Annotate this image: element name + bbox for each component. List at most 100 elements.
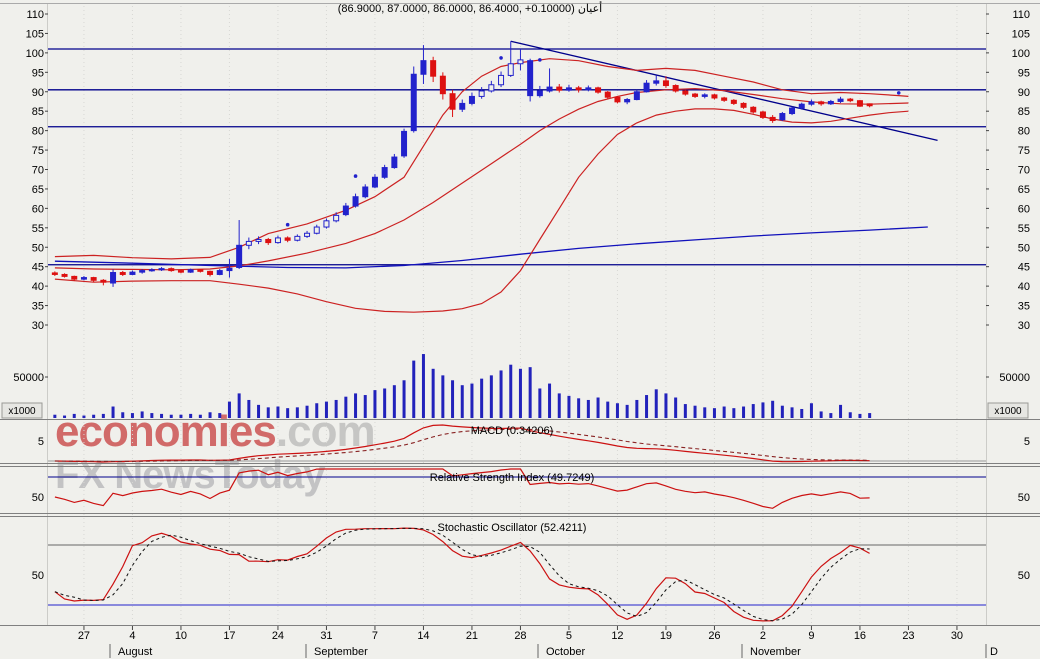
- volume-bar: [373, 390, 377, 418]
- chart-title: (86.9000, 87.0000, 86.0000, 86.4000, +0.…: [337, 3, 603, 15]
- volume-bar: [567, 395, 571, 418]
- volume-bar: [606, 401, 610, 418]
- volume-bar: [63, 415, 67, 418]
- candle-body: [682, 90, 689, 95]
- volume-bar: [654, 389, 658, 418]
- stoch-tick-label: 50: [1018, 570, 1030, 582]
- volume-bar: [412, 360, 416, 418]
- volume-bar: [363, 395, 367, 418]
- vertical-gridlines: [47, 4, 987, 625]
- month-label: November: [750, 646, 801, 658]
- x-tick-label: 9: [808, 630, 814, 642]
- candle-body: [721, 97, 728, 101]
- volume-bar: [421, 354, 425, 418]
- candle-body: [556, 86, 563, 91]
- volume-bar: [480, 378, 484, 418]
- x-tick-label: 27: [78, 630, 90, 642]
- candle-body: [139, 270, 146, 273]
- volume-bar: [538, 388, 542, 418]
- candle-body: [662, 80, 669, 87]
- volume-bar: [557, 393, 561, 418]
- price-tick-label: 90: [32, 87, 44, 99]
- candle-body: [100, 279, 107, 283]
- price-tick-label: 105: [26, 28, 44, 40]
- candle-body: [779, 113, 786, 121]
- band-lower-line: [54, 108, 909, 313]
- price-tick-label: 105: [1012, 28, 1030, 40]
- candle-body: [420, 60, 427, 75]
- volume-bar: [771, 400, 775, 418]
- candle-body: [498, 74, 505, 86]
- volume-bar: [548, 383, 552, 418]
- x-tick-label: 24: [272, 630, 284, 642]
- volume-bar: [121, 412, 125, 418]
- volume-bar: [528, 367, 532, 418]
- volume-unit-box: [987, 402, 1029, 419]
- candle-body: [624, 99, 631, 103]
- candle-body: [517, 59, 524, 65]
- volume-bar: [257, 404, 261, 418]
- price-axis: 110 110 105 105 100 100 95 95 90 90 85 85 80 80 75 75 70…: [1, 9, 1030, 582]
- stoch-tick-label: 50: [32, 570, 44, 582]
- volume-bar: [674, 397, 678, 418]
- x-tick-label: 23: [902, 630, 914, 642]
- volume-bar: [829, 413, 833, 418]
- price-tick-label: 40: [1018, 281, 1030, 293]
- stoch-pane-title: Stochastic Oscillator (52.4211): [438, 522, 587, 534]
- candle-body: [614, 96, 621, 103]
- volume-bar: [839, 404, 843, 418]
- macd-line: [54, 424, 870, 463]
- volume-bars: [53, 354, 872, 418]
- volume-bar: [703, 407, 707, 418]
- month-label: September: [314, 646, 368, 658]
- candle-body: [313, 226, 320, 234]
- x-tick-label: 14: [417, 630, 429, 642]
- month-label: D: [990, 646, 998, 658]
- price-tick-label: 100: [26, 48, 44, 60]
- rsi-line: [54, 468, 870, 509]
- volume-bar: [111, 406, 115, 418]
- volume-bar: [509, 364, 513, 418]
- price-tick-label: 45: [32, 262, 44, 274]
- price-tick-label: 85: [32, 106, 44, 118]
- volume-bar: [383, 388, 387, 418]
- price-tick-label: 45: [1018, 262, 1030, 274]
- volume-bar: [344, 396, 348, 418]
- candle-body: [216, 270, 223, 275]
- candle-body: [595, 87, 602, 93]
- candle-body: [866, 103, 873, 107]
- volume-bar: [237, 393, 241, 418]
- price-overlays: [48, 40, 986, 313]
- macd-tick-label: 5: [38, 436, 44, 448]
- candle-body: [837, 98, 844, 102]
- x-tick-label: 17: [223, 630, 235, 642]
- x-tick-label: 21: [466, 630, 478, 642]
- price-tick-label: 90: [1018, 87, 1030, 99]
- x-tick-label: 5: [566, 630, 572, 642]
- volume-bar: [53, 414, 57, 418]
- price-tick-label: 60: [32, 203, 44, 215]
- price-tick-label: 30: [1018, 320, 1030, 332]
- price-tick-label: 40: [32, 281, 44, 293]
- price-tick-label: 85: [1018, 106, 1030, 118]
- x-tick-label: 12: [611, 630, 623, 642]
- candle-body: [818, 101, 825, 105]
- candle-body: [80, 277, 87, 280]
- candle-body: [129, 271, 136, 275]
- price-tick-label: 50: [1018, 242, 1030, 254]
- month-label: August: [118, 646, 152, 658]
- candle-body: [90, 277, 97, 281]
- candle-body: [789, 107, 796, 115]
- price-dot: [538, 58, 542, 62]
- x-tick-label: 4: [129, 630, 135, 642]
- candle-body: [653, 80, 660, 84]
- candle-body: [604, 91, 611, 98]
- price-tick-label: 65: [32, 184, 44, 196]
- volume-bar: [441, 375, 445, 418]
- candle-body: [410, 73, 417, 132]
- price-tick-label: 70: [1018, 165, 1030, 177]
- price-tick-label: 35: [1018, 301, 1030, 313]
- volume-bar: [693, 405, 697, 418]
- volume-bar: [218, 413, 222, 418]
